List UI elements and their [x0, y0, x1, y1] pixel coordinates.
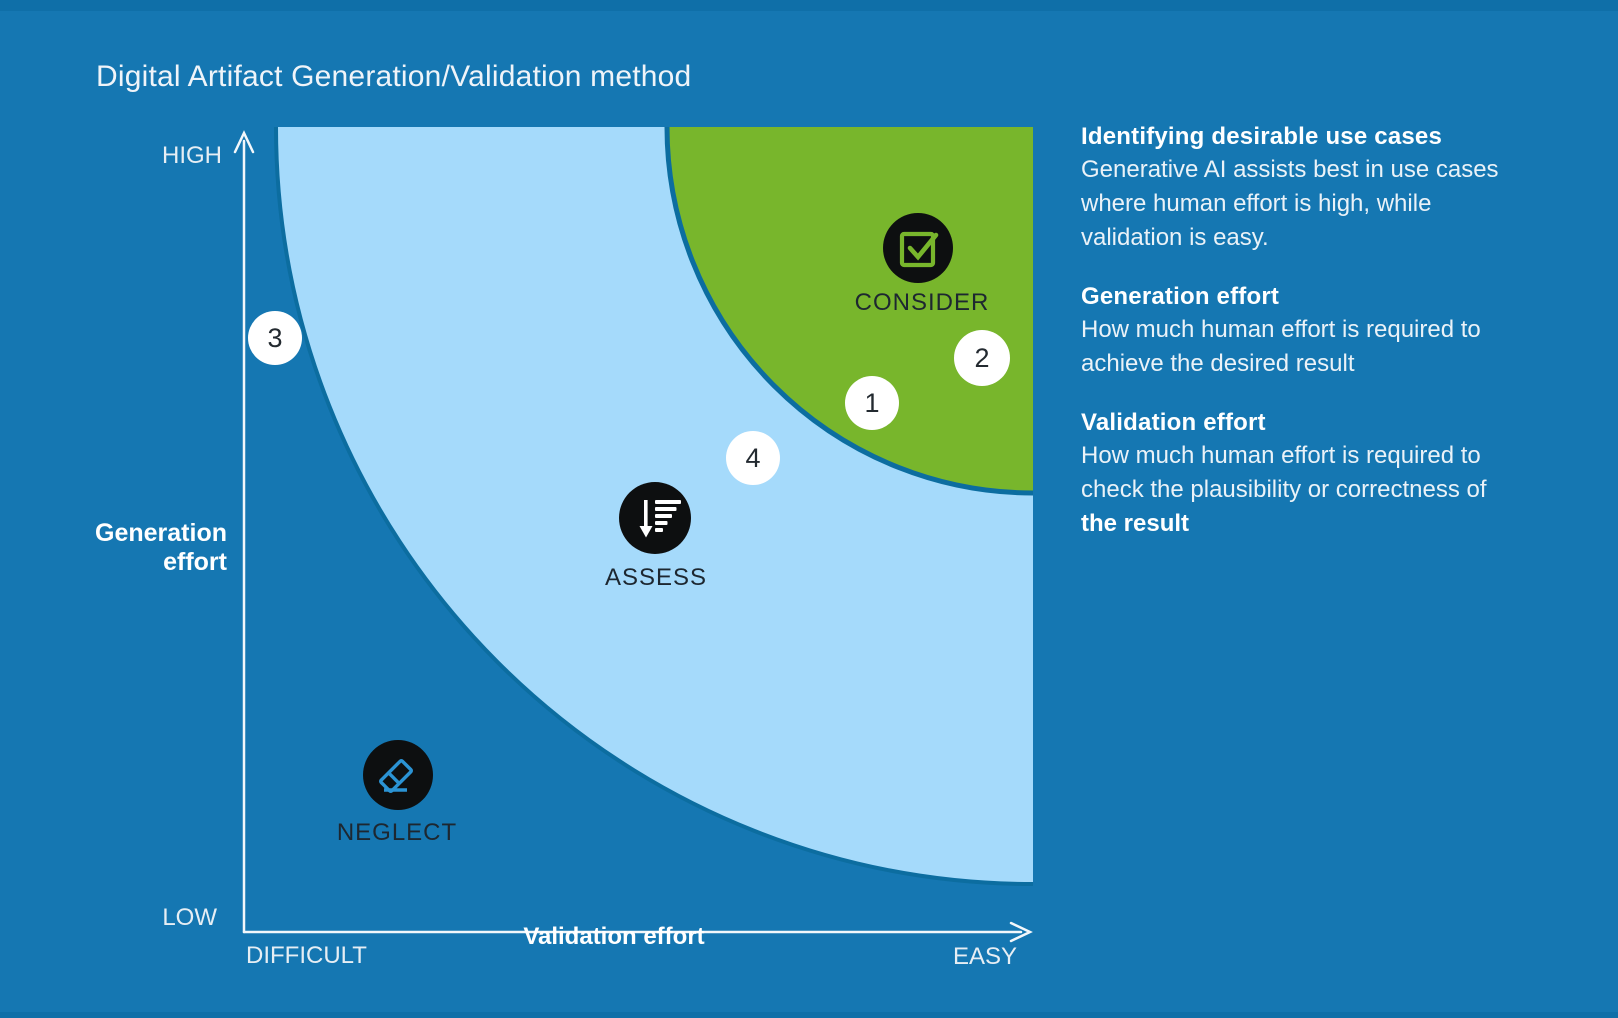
neglect-zone-label: NEGLECT	[336, 819, 458, 846]
y-axis-title: Generation effort	[40, 519, 227, 577]
panel-text-line: where human effort is high, while	[1081, 190, 1432, 217]
eraser-icon	[379, 759, 413, 793]
axes	[233, 130, 1033, 943]
marker-circle-1: 1	[845, 376, 899, 430]
x-axis-arrow-icon	[1009, 921, 1033, 943]
panel-section-use-cases: Identifying desirable use cases Generati…	[1081, 121, 1561, 255]
y-axis-low-label: LOW	[162, 904, 217, 931]
x-axis-easy-label: EASY	[952, 943, 1017, 970]
panel-text-line-bold: the result	[1081, 510, 1190, 537]
assess-zone-label: ASSESS	[604, 564, 708, 591]
x-axis-title: Validation effort	[523, 923, 705, 950]
panel-text-line: How much human effort is required to	[1081, 442, 1481, 469]
panel-heading: Validation effort	[1081, 409, 1266, 436]
x-axis-difficult-label: DIFFICULT	[246, 942, 367, 969]
y-axis-high-label: HIGH	[162, 142, 222, 169]
neglect-icon-circle	[363, 740, 433, 810]
bottom-edge-strip	[0, 1012, 1618, 1018]
top-edge-strip	[0, 0, 1618, 11]
panel-text-line: achieve the desired result	[1081, 350, 1355, 377]
marker-circle-3: 3	[248, 311, 302, 365]
consider-icon-circle	[883, 213, 953, 283]
marker-circle-4: 4	[726, 431, 780, 485]
panel-text-line: validation is easy.	[1081, 224, 1269, 251]
marker-circle-2: 2	[954, 330, 1010, 386]
y-axis-arrow-icon	[233, 130, 255, 154]
panel-heading: Generation effort	[1081, 283, 1280, 310]
assess-icon-circle	[619, 482, 691, 554]
panel-section-validation-effort: Validation effort How much human effort …	[1081, 407, 1561, 541]
info-panel: Identifying desirable use cases Generati…	[1081, 121, 1561, 567]
y-axis-title-line1: Generation	[95, 519, 227, 547]
consider-zone-shape	[667, 127, 1033, 493]
checkmark-box-icon	[899, 231, 939, 268]
page-title: Digital Artifact Generation/Validation m…	[96, 60, 692, 93]
panel-text-line: check the plausibility or correctness of	[1081, 476, 1487, 503]
panel-heading: Identifying desirable use cases	[1081, 123, 1443, 150]
panel-text-line: Generative AI assists best in use cases	[1081, 156, 1499, 183]
y-axis-title-line2: effort	[163, 548, 227, 576]
consider-zone-label: CONSIDER	[854, 289, 990, 316]
consider-zone-arc-stroke	[664, 126, 1034, 496]
panel-section-generation-effort: Generation effort How much human effort …	[1081, 281, 1561, 381]
panel-text-line: How much human effort is required to	[1081, 316, 1481, 343]
assess-zone-arc-stroke	[274, 126, 1034, 886]
sort-descending-icon	[639, 500, 681, 538]
